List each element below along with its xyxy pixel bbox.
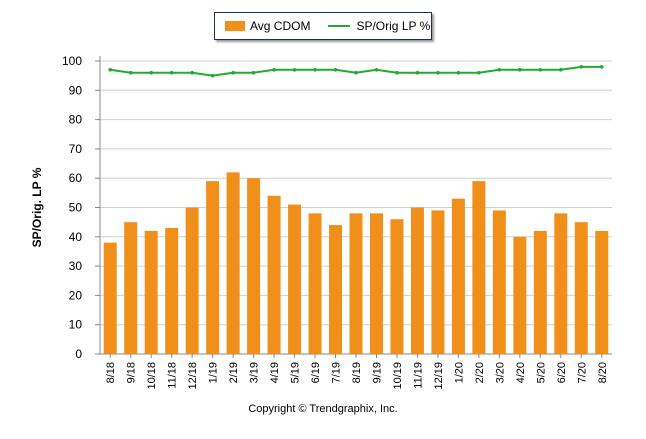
x-tick-label: 10/18 [146, 362, 158, 390]
line-point [354, 70, 358, 75]
y-tick-label: 90 [69, 83, 83, 97]
legend: Avg CDOM SP/Orig LP % [214, 12, 432, 40]
legend-swatch-sp-orig-lp [328, 25, 351, 27]
bar [492, 210, 506, 354]
x-tick-label: 3/19 [249, 362, 261, 383]
bar [574, 222, 588, 354]
x-tick-label: 7/19 [331, 362, 343, 383]
legend-label-avg-cdom: Avg CDOM [250, 19, 311, 33]
bar [206, 181, 220, 354]
bar [349, 213, 363, 354]
x-tick-label: 7/20 [576, 362, 588, 383]
y-tick-label: 30 [69, 259, 83, 273]
x-tick-label: 10/19 [392, 362, 404, 390]
bar [513, 236, 527, 354]
x-tick-label: 12/19 [433, 362, 445, 390]
line-point [599, 65, 604, 69]
x-tick-label: 1/20 [453, 362, 465, 383]
line-point [395, 70, 399, 75]
line-point [108, 67, 113, 72]
line-point [128, 70, 133, 75]
bar [451, 198, 465, 354]
y-tick-label: 40 [69, 230, 83, 244]
line-point [456, 70, 461, 75]
line-point [333, 67, 338, 72]
line-point [149, 70, 153, 75]
x-tick-label: 2/20 [474, 362, 486, 383]
line-point [538, 67, 543, 72]
line-point [374, 67, 379, 72]
line-point [477, 70, 481, 75]
y-tick-label: 100 [62, 54, 82, 68]
x-tick-label: 9/18 [126, 362, 138, 383]
y-tick-label: 0 [75, 347, 82, 361]
y-tick-label: 70 [69, 142, 83, 156]
line-point [231, 70, 235, 75]
y-tick-label: 80 [69, 113, 83, 127]
x-tick-label: 6/20 [556, 362, 568, 383]
y-tick-label: 60 [69, 171, 83, 185]
y-tick-label: 50 [69, 201, 83, 215]
bar [554, 213, 568, 354]
line-point [518, 67, 522, 72]
x-tick-label: 5/20 [535, 362, 547, 383]
legend-swatch-avg-cdom [225, 21, 245, 31]
x-tick-label: 4/19 [269, 362, 281, 383]
bar [329, 225, 343, 354]
bar [103, 242, 117, 354]
line-point [559, 67, 563, 72]
x-tick-label: 6/19 [310, 362, 322, 383]
x-tick-label: 1/19 [208, 362, 220, 383]
line-point [313, 67, 317, 72]
line-point [292, 67, 297, 72]
x-tick-label: 9/19 [371, 362, 383, 383]
x-tick-label: 12/18 [187, 362, 199, 390]
line-point [497, 67, 502, 72]
bar [472, 181, 486, 354]
x-tick-label: 2/19 [228, 362, 240, 383]
bar [595, 230, 609, 354]
y-tick-label: 20 [69, 288, 83, 302]
line-point [579, 65, 584, 69]
bar [165, 228, 179, 354]
bar [533, 230, 547, 354]
line-point [272, 67, 276, 72]
bar [431, 210, 445, 354]
bar [390, 219, 404, 354]
bar [247, 178, 261, 354]
bar [144, 230, 158, 354]
bar [288, 204, 302, 354]
y-tick-label: 10 [69, 318, 83, 332]
line-point [190, 70, 194, 75]
x-tick-label: 8/19 [351, 362, 363, 383]
bar [226, 172, 240, 354]
x-tick-label: 11/19 [412, 362, 424, 389]
x-tick-label: 4/20 [515, 362, 527, 383]
line-point [436, 70, 440, 75]
x-tick-label: 8/20 [597, 362, 609, 383]
legend-label-sp-orig-lp: SP/Orig LP % [356, 19, 431, 33]
bar [410, 207, 424, 354]
line-point [210, 73, 215, 78]
bar [124, 222, 138, 354]
bar [185, 207, 199, 354]
bar [369, 213, 383, 354]
copyright: Copyright © Trendgraphix, Inc. [248, 403, 398, 415]
line-point [251, 70, 256, 75]
line-point [415, 70, 420, 75]
x-tick-label: 3/20 [494, 362, 506, 383]
x-tick-label: 11/18 [167, 362, 179, 389]
bar [308, 213, 322, 354]
x-tick-label: 5/19 [290, 362, 302, 383]
y-axis-label: SP/Orig. LP % [30, 167, 44, 247]
bar [267, 195, 281, 354]
line-point [169, 70, 174, 75]
x-tick-label: 8/18 [105, 362, 117, 383]
